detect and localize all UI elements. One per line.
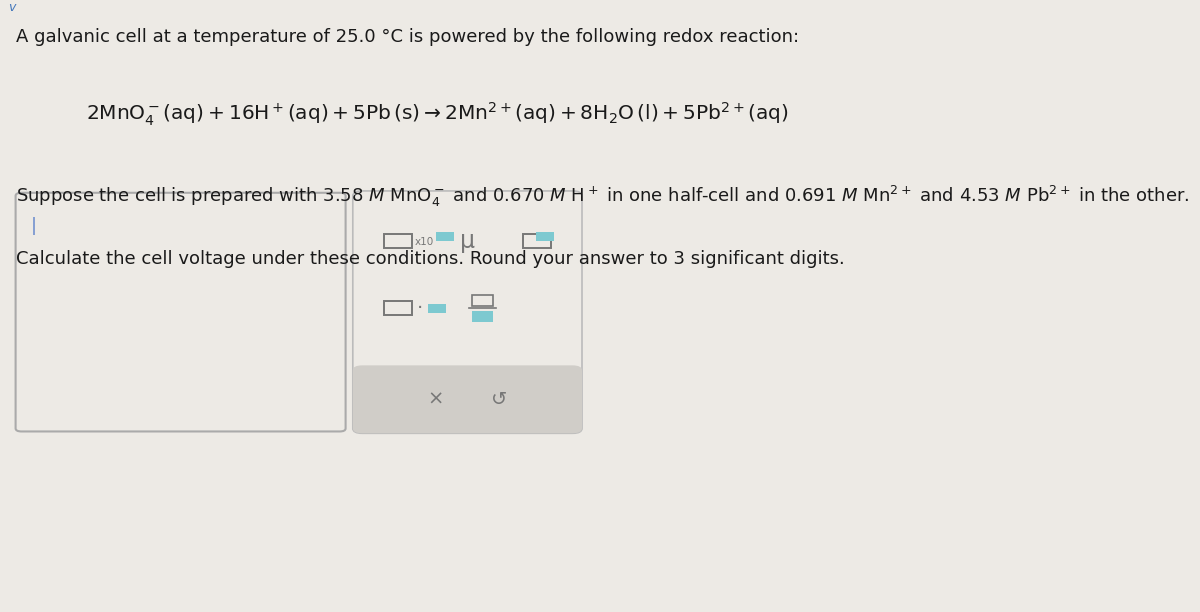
Text: |: |: [31, 217, 37, 235]
Text: Calculate the cell voltage under these conditions. Round your answer to 3 signif: Calculate the cell voltage under these c…: [16, 250, 845, 267]
Text: ↺: ↺: [491, 390, 508, 409]
FancyBboxPatch shape: [16, 193, 346, 431]
FancyBboxPatch shape: [536, 232, 554, 241]
Text: Suppose the cell is prepared with 3.58 $\mathit{M}$ $\rm MnO_4^-$ and 0.670 $\ma: Suppose the cell is prepared with 3.58 $…: [16, 184, 1189, 209]
FancyBboxPatch shape: [436, 232, 454, 241]
FancyBboxPatch shape: [353, 191, 582, 433]
Text: A galvanic cell at a temperature of 25.0 °C is powered by the following redox re: A galvanic cell at a temperature of 25.0…: [16, 28, 799, 45]
Text: v: v: [8, 1, 16, 14]
Text: ×: ×: [427, 390, 444, 409]
FancyBboxPatch shape: [428, 304, 446, 313]
Text: x10: x10: [415, 237, 434, 247]
FancyBboxPatch shape: [353, 365, 582, 433]
FancyBboxPatch shape: [472, 311, 493, 322]
Text: $\rm 2MnO_4^-(aq)+16H^+(aq)+5Pb\,(s)\rightarrow 2Mn^{2+}(aq)+8H_2O\,(l)+5Pb^{2+}: $\rm 2MnO_4^-(aq)+16H^+(aq)+5Pb\,(s)\rig…: [86, 101, 788, 129]
Text: μ: μ: [460, 229, 475, 253]
Text: ·: ·: [416, 299, 424, 318]
